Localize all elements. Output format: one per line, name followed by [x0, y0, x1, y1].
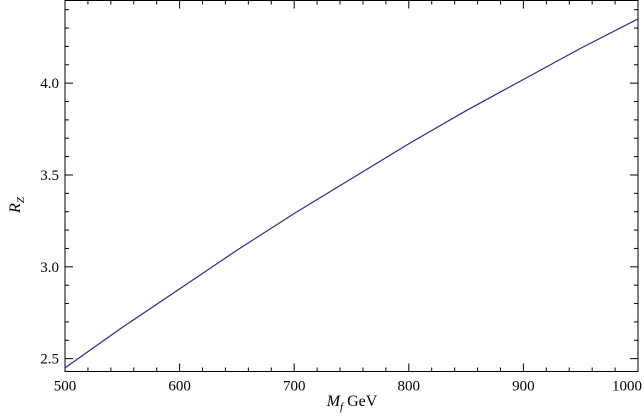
y-tick-label: 3.0: [40, 260, 59, 276]
x-tick-labels: 500 600 700 800 900 1000: [54, 379, 642, 395]
y-tick-label: 4.0: [40, 76, 59, 92]
y-tick-labels: 2.5 3.0 3.5 4.0: [40, 76, 59, 367]
series-group: [64, 18, 639, 369]
major-ticks: [64, 0, 639, 372]
y-tick-label: 2.5: [40, 352, 59, 368]
series-line: [64, 18, 639, 369]
y-tick-label: 3.5: [40, 168, 59, 184]
x-tick-label: 600: [168, 379, 191, 395]
x-tick-label: 700: [283, 379, 306, 395]
x-tick-label: 1000: [612, 379, 642, 395]
plot-frame: [64, 0, 639, 372]
x-axis-title: Mf GeV: [326, 393, 378, 413]
x-tick-label: 500: [54, 379, 77, 395]
minor-ticks: [65, 0, 638, 372]
x-tick-label: 900: [512, 379, 535, 395]
x-tick-label: 800: [398, 379, 421, 395]
y-axis-title: RZ: [7, 196, 27, 214]
